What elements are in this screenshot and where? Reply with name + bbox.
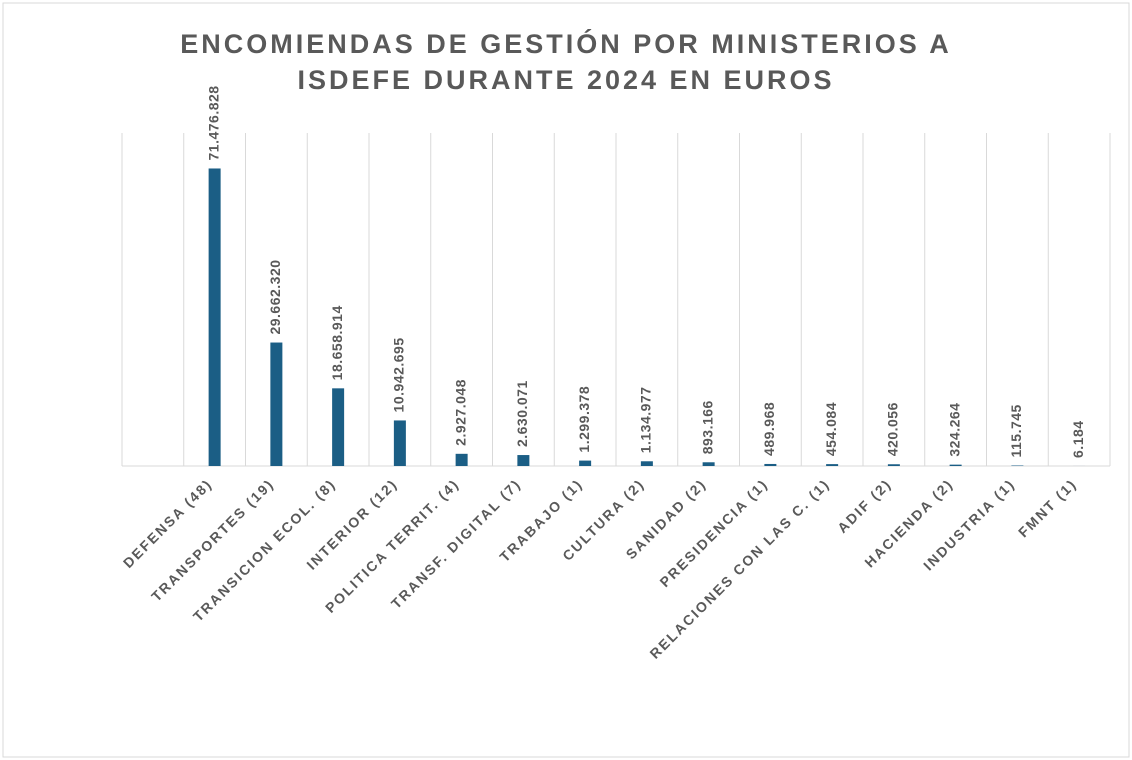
bar: [887, 464, 900, 466]
bar: [949, 464, 962, 466]
bar: [579, 460, 592, 466]
bar: [208, 168, 221, 466]
data-label: 454.084: [823, 402, 839, 456]
data-label: 1.299.378: [576, 386, 592, 453]
bar: [640, 461, 653, 466]
data-label: 324.264: [946, 403, 962, 457]
bar: [455, 453, 468, 466]
data-label: 71.476.828: [205, 85, 221, 160]
data-label: 893.166: [699, 400, 715, 454]
bar: [702, 462, 715, 466]
bar: [393, 420, 406, 466]
bar: [332, 388, 345, 466]
data-label: 6.184: [1070, 420, 1086, 458]
data-label: 1.134.977: [638, 386, 654, 453]
data-label: 10.942.695: [391, 337, 407, 412]
data-label: 18.658.914: [329, 305, 345, 380]
bar: [270, 342, 283, 466]
data-label: 2.927.048: [452, 379, 468, 446]
data-label: 115.745: [1008, 404, 1024, 457]
data-label: 420.056: [885, 402, 901, 456]
data-label: 489.968: [761, 402, 777, 456]
chart-title: ISDEFE DURANTE 2024 EN EUROS: [297, 65, 834, 95]
chart-title: ENCOMIENDAS DE GESTIÓN POR MINISTERIOS A: [180, 28, 952, 59]
bar: [764, 463, 777, 466]
bar: [517, 455, 530, 466]
data-label: 29.662.320: [267, 259, 283, 334]
data-label: 2.630.071: [514, 380, 530, 447]
bar: [826, 464, 839, 466]
